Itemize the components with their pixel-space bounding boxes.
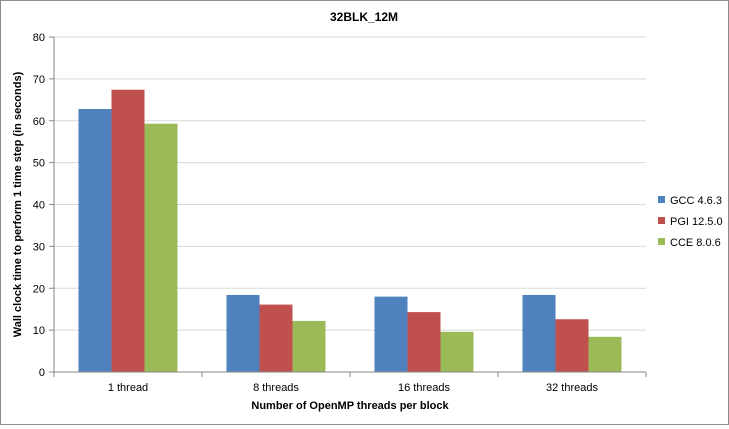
- bars: [78, 89, 622, 373]
- y-axis-ticks: 0 10 20 30 40 50 60 70 80: [33, 32, 54, 379]
- legend-swatch: [658, 196, 665, 203]
- legend-label: PGI 12.5.0: [670, 216, 723, 228]
- legend-label: GCC 4.6.3: [670, 195, 722, 207]
- x-tick-label: 1 thread: [108, 382, 148, 394]
- legend-swatch: [658, 217, 665, 224]
- bar-pgi-12-5-0-0: [111, 89, 145, 372]
- y-tick-label: 10: [33, 325, 45, 337]
- bar-pgi-12-5-0-2: [407, 312, 441, 372]
- y-tick-label: 50: [33, 158, 45, 170]
- bar-gcc-4-6-3-2: [374, 296, 408, 372]
- legend-label: CCE 8.0.6: [670, 237, 721, 249]
- x-axis-ticks: 1 thread 8 threads 16 threads 32 threads: [53, 372, 647, 394]
- bar-gcc-4-6-3-0: [78, 109, 112, 373]
- x-tick-label: 8 threads: [253, 382, 299, 394]
- y-tick-label: 40: [33, 200, 45, 212]
- bar-cce-8-0-6-3: [588, 336, 622, 372]
- bar-pgi-12-5-0-3: [555, 319, 589, 372]
- legend-swatch: [658, 238, 665, 245]
- y-tick-label: 60: [33, 116, 45, 128]
- y-tick-label: 0: [39, 367, 45, 379]
- x-axis-title: Number of OpenMP threads per block: [251, 400, 449, 412]
- bar-gcc-4-6-3-1: [226, 294, 260, 372]
- legend: GCC 4.6.3 PGI 12.5.0 CCE 8.0.6: [658, 195, 723, 249]
- bar-gcc-4-6-3-3: [522, 294, 556, 372]
- y-axis-title: Wall clock time to perform 1 time step (…: [12, 71, 24, 337]
- bar-cce-8-0-6-0: [144, 123, 178, 373]
- bar-pgi-12-5-0-1: [259, 304, 293, 372]
- y-tick-label: 80: [33, 32, 45, 44]
- x-tick-label: 32 threads: [546, 382, 598, 394]
- y-tick-label: 70: [33, 74, 45, 86]
- y-tick-label: 20: [33, 283, 45, 295]
- y-tick-label: 30: [33, 241, 45, 253]
- bar-cce-8-0-6-1: [292, 320, 326, 372]
- chart-title: 32BLK_12M: [330, 10, 398, 24]
- x-tick-label: 16 threads: [398, 382, 450, 394]
- bar-cce-8-0-6-2: [440, 331, 474, 372]
